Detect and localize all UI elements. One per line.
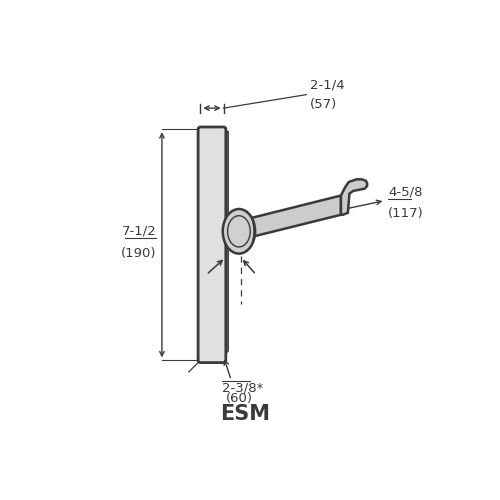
Text: (117): (117)	[388, 208, 424, 220]
Text: 7-1/2: 7-1/2	[122, 225, 156, 238]
Text: 4-5/8: 4-5/8	[388, 186, 423, 198]
Ellipse shape	[223, 209, 255, 254]
Polygon shape	[224, 131, 228, 356]
FancyBboxPatch shape	[198, 127, 226, 362]
Text: ESM: ESM	[220, 404, 270, 424]
Text: (60): (60)	[226, 392, 252, 405]
Polygon shape	[341, 180, 367, 215]
Text: (190): (190)	[120, 246, 156, 260]
Text: 2-3/8*: 2-3/8*	[222, 382, 263, 394]
Ellipse shape	[228, 216, 250, 247]
Text: (57): (57)	[310, 98, 338, 110]
Polygon shape	[247, 196, 341, 238]
Text: 2-1/4: 2-1/4	[310, 78, 345, 92]
